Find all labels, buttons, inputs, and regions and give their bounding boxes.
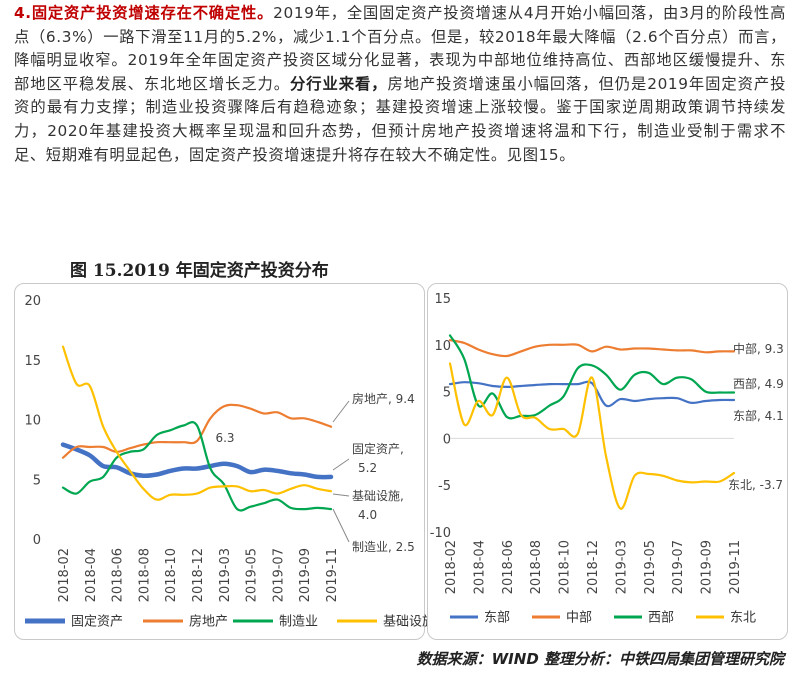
x-tick-label: 2018-04 <box>472 540 487 594</box>
data-label: 东部, 4.1 <box>733 408 784 423</box>
x-tick-label: 2019-11 <box>325 548 340 602</box>
data-label: 制造业, 2.5 <box>352 540 415 554</box>
x-tick-label: 2019-05 <box>245 548 260 602</box>
y-tick-label: 0 <box>443 432 451 447</box>
x-tick-label: 2018-06 <box>111 548 126 602</box>
paragraph-text-1: 2019年，全国固定资产投资增速从4月开始小幅回落，由3月的阶段性高点（6.3%… <box>14 4 787 93</box>
region-chart: -10 -5 0 5 10 15 2018-02 2018-04 2018-06 2018-08 2… <box>430 292 784 626</box>
x-tick-label: 2019-11 <box>728 540 743 594</box>
legend-label: 西部 <box>648 611 674 626</box>
region-chart-panel: -10 -5 0 5 10 15 2018-02 2018-04 2018-06 2018-08 2… <box>427 283 788 640</box>
legend-label: 东部 <box>484 611 510 626</box>
paragraph-heading: 4.固定资产投资增速存在不确定性。 <box>14 4 274 22</box>
legend-label: 东北 <box>730 611 756 626</box>
industry-chart: 0 5 10 15 20 2018-02 2018-04 2018-06 2018-08 2018… <box>24 294 435 630</box>
x-tick-label: 2018-12 <box>191 548 206 602</box>
paragraph-bold-lead: 分行业来看， <box>290 74 388 93</box>
body-paragraph: 4.固定资产投资增速存在不确定性。2019年，全国固定资产投资增速从4月开始小幅… <box>14 2 786 167</box>
data-label: 5.2 <box>358 461 377 475</box>
legend-label: 制造业 <box>279 615 318 630</box>
series-line-1 <box>60 442 334 480</box>
y-tick-label: 10 <box>434 339 451 354</box>
x-tick-label: 2018-04 <box>84 548 99 602</box>
x-tick-label: 2019-07 <box>671 540 686 594</box>
series-line-3 <box>61 421 333 512</box>
x-tick-label: 2018-02 <box>444 540 459 594</box>
series-line-4 <box>61 345 333 501</box>
data-label: 4.0 <box>358 508 377 522</box>
x-tick-label: 2018-08 <box>529 540 544 594</box>
y-tick-label: -10 <box>430 526 451 541</box>
annotation-leader <box>332 493 350 497</box>
data-label: 6.3 <box>215 431 234 445</box>
series-line-2 <box>61 403 333 459</box>
series-line-1 <box>448 380 736 408</box>
legend-label: 中部 <box>566 611 592 626</box>
data-label: 基础设施, <box>352 489 404 503</box>
data-label: 固定资产, <box>352 441 404 456</box>
x-tick-label: 2019-05 <box>643 540 658 594</box>
y-tick-label: 5 <box>443 386 451 401</box>
y-tick-label: 10 <box>24 414 41 429</box>
series-line-3 <box>448 334 736 420</box>
x-tick-label: 2018-10 <box>164 548 179 602</box>
paragraph-text-2: 房地产投资增速虽小幅回落，但仍是2019年固定资产投资的最有力支撑；制造业投资骤… <box>14 74 786 164</box>
x-tick-label: 2019-09 <box>700 540 715 594</box>
data-label: 东北, -3.7 <box>728 478 783 492</box>
x-tick-label: 2018-08 <box>137 548 152 602</box>
x-tick-label: 2018-02 <box>57 548 72 602</box>
data-label: 房地产, 9.4 <box>352 391 415 406</box>
annotation-leader <box>332 458 350 471</box>
legend-label: 固定资产 <box>71 615 123 630</box>
y-tick-label: 15 <box>434 292 451 307</box>
x-tick-label: 2018-10 <box>558 540 573 594</box>
annotation-leader <box>332 400 350 423</box>
data-label: 西部, 4.9 <box>733 376 784 391</box>
figure-title: 图 15.2019 年固定资产投资分布 <box>70 261 329 281</box>
legend-label: 基础设施 <box>383 615 435 630</box>
industry-chart-panel: 0 5 10 15 20 2018-02 2018-04 2018-06 2018-08 2018… <box>14 283 435 640</box>
source-note: 数据来源：WIND 整理分析：中铁四局集团管理研究院 <box>416 650 784 668</box>
y-tick-label: 15 <box>24 354 41 369</box>
legend-label: 房地产 <box>189 614 228 630</box>
y-tick-label: 5 <box>33 473 41 488</box>
data-label: 中部, 9.3 <box>733 341 784 356</box>
x-tick-label: 2019-09 <box>298 548 313 602</box>
x-tick-label: 2018-06 <box>501 540 516 594</box>
y-tick-label: 20 <box>24 294 41 309</box>
series-line-2 <box>448 339 736 358</box>
y-tick-label: 0 <box>33 533 41 548</box>
y-tick-label: -5 <box>438 479 451 494</box>
annotation-leader <box>332 508 350 543</box>
series-line-4 <box>448 362 736 510</box>
x-tick-label: 2018-12 <box>586 540 601 594</box>
x-tick-label: 2019-07 <box>271 548 286 602</box>
x-tick-label: 2019-03 <box>614 540 629 594</box>
x-tick-label: 2019-03 <box>218 548 233 602</box>
